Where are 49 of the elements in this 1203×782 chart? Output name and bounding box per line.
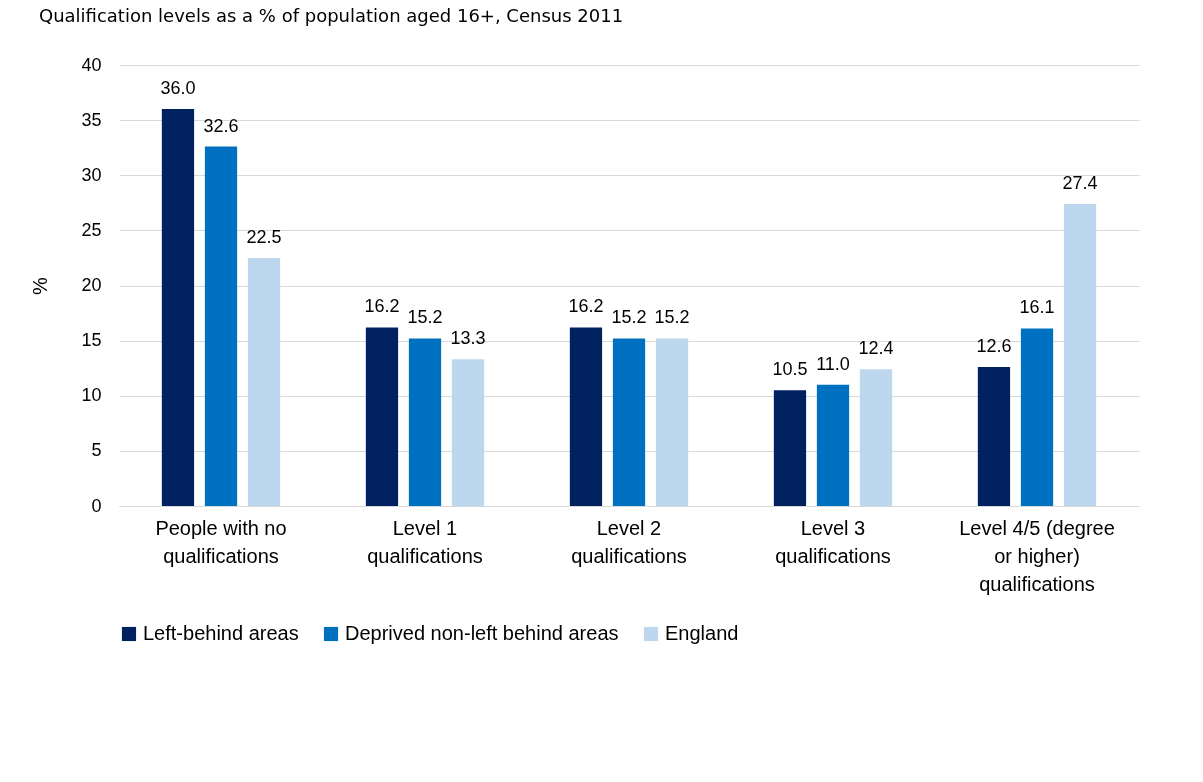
bar xyxy=(1020,328,1054,506)
bar xyxy=(612,338,646,506)
data-label: 32.6 xyxy=(203,115,239,136)
x-tick-label: Level 1 qualifications xyxy=(367,516,483,567)
data-label: 16.2 xyxy=(364,296,400,317)
bar xyxy=(365,327,399,506)
x-tick-label: Level 3 qualifications xyxy=(775,516,891,567)
data-label: 16.2 xyxy=(568,296,604,317)
bar xyxy=(204,146,238,506)
data-label: 27.4 xyxy=(1062,172,1098,193)
y-tick-label: 35 xyxy=(81,109,102,130)
data-label: 13.3 xyxy=(450,328,486,349)
x-tick-label: People with no qualifications xyxy=(155,516,287,567)
data-label: 10.5 xyxy=(772,359,808,380)
bar xyxy=(655,338,689,506)
bar xyxy=(247,257,281,506)
data-label: 36.0 xyxy=(160,78,196,99)
legend-label: Deprived non-left behind areas xyxy=(345,622,619,644)
y-tick-label: 10 xyxy=(81,385,102,406)
bar xyxy=(408,338,442,506)
bar xyxy=(773,390,807,506)
y-tick-label: 20 xyxy=(81,275,102,295)
bar xyxy=(161,109,195,506)
bar xyxy=(451,359,485,506)
legend-label: England xyxy=(665,622,739,644)
y-tick-label: 25 xyxy=(81,219,102,240)
y-tick-label: 40 xyxy=(81,54,102,75)
data-label: 15.2 xyxy=(654,307,690,328)
data-label: 11.0 xyxy=(816,353,850,374)
x-tick-label: Level 4/5 (degree or higher) qualifications xyxy=(959,516,1115,595)
x-tick-label: Level 2 qualifications xyxy=(571,516,687,567)
bar xyxy=(569,327,603,506)
data-label: 12.4 xyxy=(858,338,894,359)
data-label: 15.2 xyxy=(407,307,443,328)
chart-title: Qualification levels as a % of population aged 16+, Census 2011 xyxy=(39,5,624,26)
data-label: 15.2 xyxy=(611,307,647,328)
y-tick-label: 5 xyxy=(91,440,102,461)
bar xyxy=(859,369,893,506)
bar xyxy=(816,384,850,506)
data-label: 12.6 xyxy=(976,336,1012,357)
y-tick-label: 30 xyxy=(81,164,102,185)
data-label: 16.1 xyxy=(1019,297,1055,318)
y-axis-title: % xyxy=(29,276,52,295)
bar xyxy=(977,367,1011,506)
data-label: 22.5 xyxy=(246,226,282,247)
y-tick-label: 0 xyxy=(91,495,102,516)
bar xyxy=(1063,203,1097,506)
y-tick-label: 15 xyxy=(81,330,102,351)
legend-label: Left-behind areas xyxy=(143,622,299,644)
